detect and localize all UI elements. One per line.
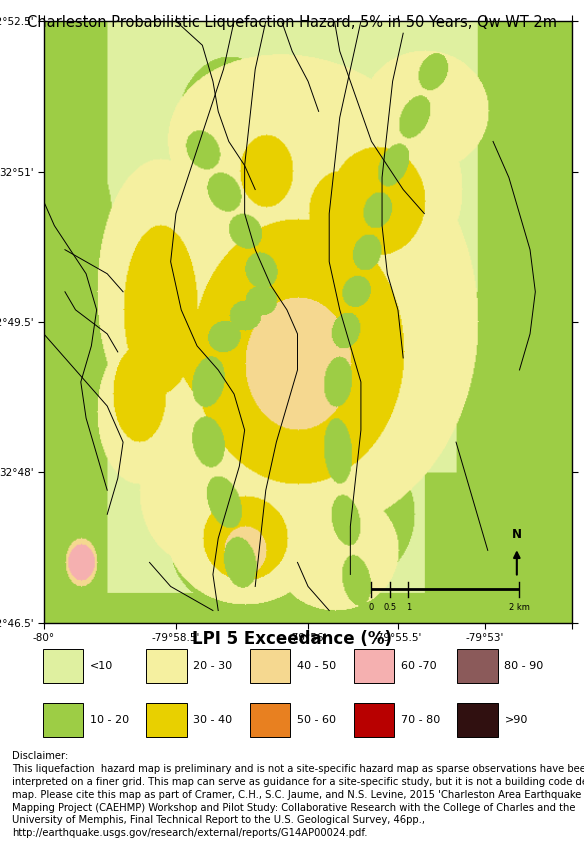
Bar: [43, 703, 83, 737]
Text: 60 -70: 60 -70: [401, 661, 436, 671]
Text: 1: 1: [406, 603, 411, 612]
Bar: [354, 649, 394, 684]
Text: 30 - 40: 30 - 40: [193, 715, 232, 725]
Text: Charleston Probabilistic Liquefaction Hazard, 5% in 50 Years, Qw WT 2m: Charleston Probabilistic Liquefaction Ha…: [27, 15, 557, 30]
Text: Disclaimer:
This liquefaction  hazard map is preliminary and is not a site-speci: Disclaimer: This liquefaction hazard map…: [12, 751, 584, 839]
Bar: [354, 703, 394, 737]
Text: 0: 0: [369, 603, 374, 612]
Text: 40 - 50: 40 - 50: [297, 661, 336, 671]
Bar: [457, 703, 498, 737]
Text: N: N: [512, 529, 522, 541]
Bar: [457, 649, 498, 684]
Text: 10 - 20: 10 - 20: [89, 715, 128, 725]
Text: 20 - 30: 20 - 30: [193, 661, 232, 671]
Text: 70 - 80: 70 - 80: [401, 715, 440, 725]
Bar: [146, 649, 187, 684]
Bar: [250, 703, 290, 737]
Text: LPI 5 Exceedance (%): LPI 5 Exceedance (%): [192, 630, 392, 649]
Text: 50 - 60: 50 - 60: [297, 715, 336, 725]
Text: 0.5: 0.5: [384, 603, 397, 612]
Bar: [250, 649, 290, 684]
Text: >90: >90: [505, 715, 528, 725]
Text: 2 km: 2 km: [509, 603, 530, 612]
Bar: [43, 649, 83, 684]
Text: 80 - 90: 80 - 90: [505, 661, 544, 671]
Text: <10: <10: [89, 661, 113, 671]
Bar: [146, 703, 187, 737]
